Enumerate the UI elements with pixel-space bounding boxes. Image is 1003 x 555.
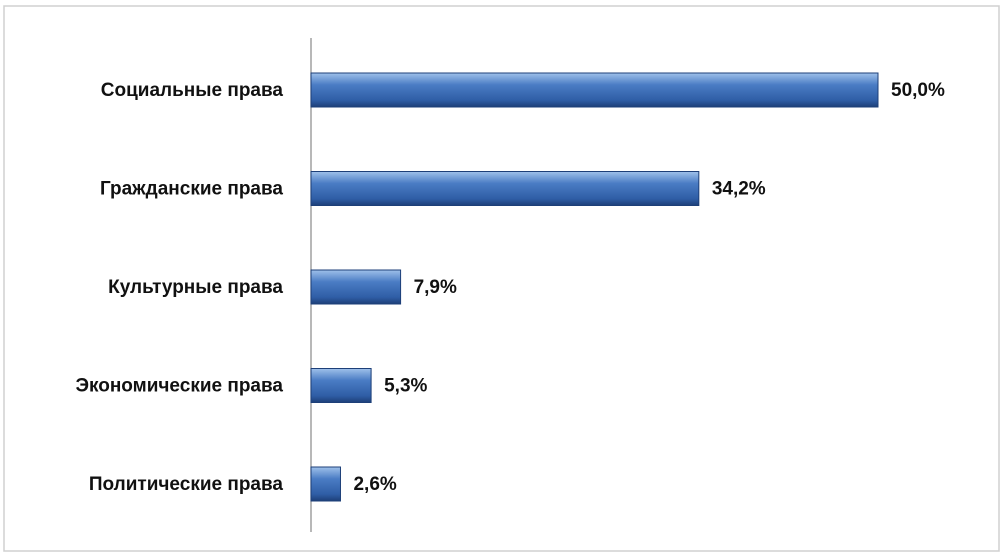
value-label: 7,9%	[414, 277, 457, 298]
bar	[310, 368, 372, 403]
category-label: Гражданские права	[100, 179, 283, 200]
category-label: Социальные права	[101, 80, 284, 101]
bar	[310, 171, 700, 206]
value-label: 50,0%	[891, 80, 945, 101]
value-label: 5,3%	[384, 376, 427, 397]
value-label: 34,2%	[712, 179, 766, 200]
frame	[3, 5, 1000, 552]
bar	[310, 72, 879, 108]
category-label: Культурные права	[108, 277, 283, 298]
bar	[310, 269, 402, 305]
category-label: Экономические права	[75, 376, 283, 397]
value-label: 2,6%	[353, 474, 396, 495]
category-label: Политические права	[89, 474, 284, 495]
bar	[310, 466, 341, 502]
